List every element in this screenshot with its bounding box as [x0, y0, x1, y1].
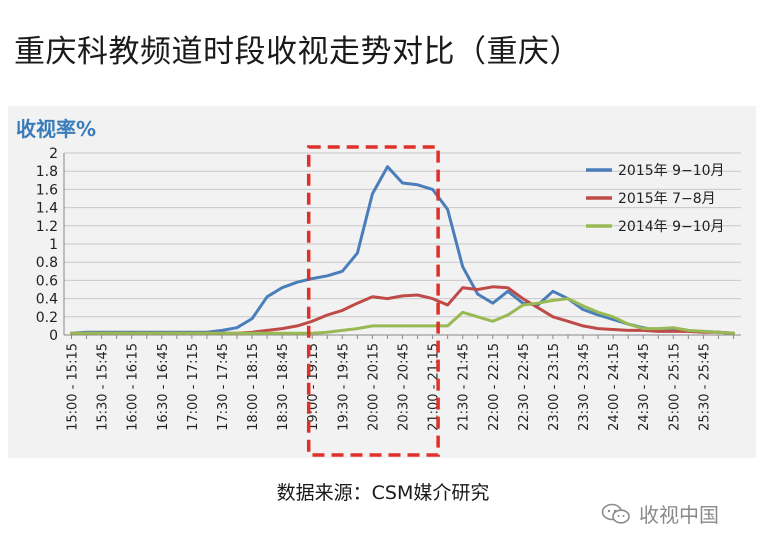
x-tick-label: 17:30 - 17:45 [216, 343, 231, 431]
x-tick-label: 21:30 - 21:45 [457, 343, 472, 431]
x-tick-label: 16:00 - 16:15 [126, 343, 141, 431]
y-tick-label: 1.6 [36, 182, 58, 198]
x-tick-label: 24:30 - 24:45 [637, 343, 652, 431]
y-tick-label: 0.8 [36, 255, 58, 271]
y-tick-labels: 0 0.2 0.4 0.6 0.8 1 1.2 1.4 1.6 1.8 2 [36, 146, 58, 344]
watermark-text: 收视中国 [639, 503, 719, 527]
x-tick-label: 23:00 - 23:15 [547, 343, 562, 431]
series-line-3 [70, 297, 735, 335]
line-chart: 收视率% 0 0.2 0.4 0.6 0.8 1 1.2 1.4 1.6 1.8 2 15:00 -… [16, 117, 741, 457]
x-tick-label: 24:00 - 24:15 [607, 343, 622, 431]
y-axis-label: 收视率% [16, 117, 96, 141]
legend-label-3: 2014年 9−10月 [618, 219, 725, 235]
y-tick-label: 1.2 [36, 219, 58, 235]
x-tick-label: 25:30 - 25:45 [697, 343, 712, 431]
y-tick-label: 0.2 [36, 310, 58, 326]
y-tick-label: 1.8 [36, 164, 58, 180]
x-tick-label: 20:30 - 20:45 [397, 343, 412, 431]
highlight-box [306, 145, 440, 457]
x-tick-label: 22:00 - 22:15 [487, 343, 502, 431]
y-tick-label: 0.6 [36, 273, 58, 289]
y-tick-label: 0.4 [36, 292, 58, 308]
x-tick-label: 18:00 - 18:15 [246, 343, 261, 431]
x-tick-label: 20:00 - 20:15 [366, 343, 381, 431]
gridlines [64, 152, 741, 336]
x-tick-labels: 15:00 - 15:15 15:30 - 15:45 16:00 - 16:15 1… [66, 343, 713, 431]
legend-label-2: 2015年 7−8月 [618, 191, 716, 207]
x-tick-label: 19:30 - 19:45 [336, 343, 351, 431]
legend: 2015年 9−10月 2015年 7−8月 2014年 9−10月 [586, 163, 725, 235]
page-title: 重庆科教频道时段收视走势对比（重庆） [14, 34, 581, 70]
x-tick-label: 16:30 - 16:45 [156, 343, 171, 431]
source-note: 数据来源：CSM媒介研究 [276, 482, 490, 504]
y-tick-label: 2 [49, 146, 58, 162]
x-tick-label: 15:30 - 15:45 [96, 343, 111, 431]
x-tick-label: 22:30 - 22:45 [517, 343, 532, 431]
chart-panel: 收视率% 0 0.2 0.4 0.6 0.8 1 1.2 1.4 1.6 1.8 2 15:00 -… [8, 106, 756, 458]
wechat-icon [601, 503, 630, 524]
watermark: 收视中国 [601, 499, 719, 528]
x-tick-label: 25:00 - 25:15 [667, 343, 682, 431]
series-lines [70, 165, 735, 335]
legend-label-1: 2015年 9−10月 [618, 163, 725, 179]
x-tick-label: 15:00 - 15:15 [66, 343, 81, 431]
y-tick-label: 1 [49, 237, 58, 253]
y-tick-label: 1.4 [36, 201, 58, 217]
x-tick-label: 23:30 - 23:45 [577, 343, 592, 431]
x-tick-label: 18:30 - 18:45 [276, 343, 291, 431]
y-tick-label: 0 [49, 328, 58, 344]
x-tick-label: 17:00 - 17:15 [186, 343, 201, 431]
axes [63, 153, 741, 339]
highlight-rect [306, 145, 440, 457]
